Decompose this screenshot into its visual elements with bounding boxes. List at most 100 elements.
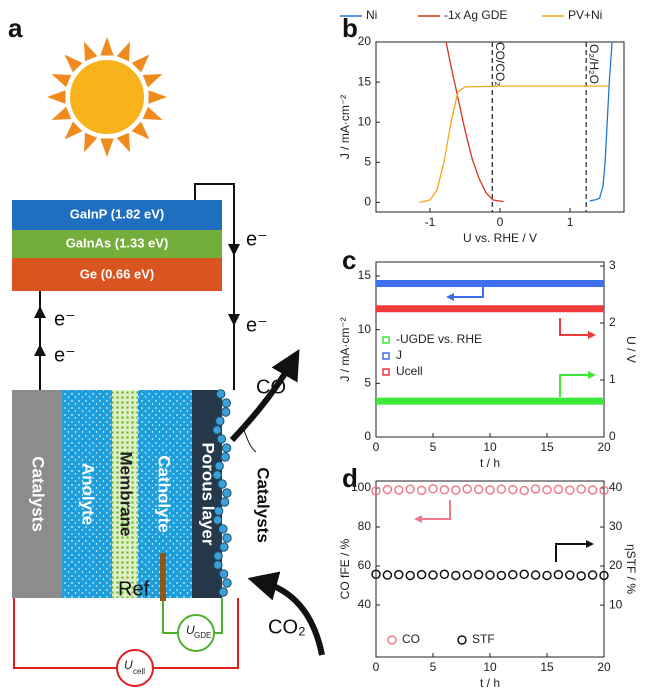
data-point — [587, 485, 598, 495]
y2-axis-label: ηSTF / % — [624, 544, 638, 594]
catalyst-particle — [221, 398, 232, 408]
data-point — [553, 484, 564, 495]
y-tick-label: 5 — [364, 375, 371, 389]
data-point — [439, 569, 450, 580]
data-point — [519, 569, 529, 580]
catalyst-particle — [222, 578, 232, 588]
catalyst-particle — [215, 416, 225, 426]
x-axis-label: U vs. RHE / V — [463, 231, 537, 245]
catalyst-particle — [214, 461, 224, 471]
catalyst-particle — [221, 407, 231, 417]
x-tick-label: 15 — [540, 440, 554, 454]
catalyst-particle — [219, 497, 230, 507]
legend-label: CO — [402, 632, 420, 646]
legend-swatch — [382, 336, 390, 344]
arrow — [228, 244, 240, 256]
data-point — [587, 570, 598, 580]
sun-ray — [84, 41, 98, 62]
data-point — [382, 570, 393, 580]
data-point — [599, 485, 609, 496]
catalyst-particles — [212, 389, 232, 597]
arrow — [228, 314, 240, 326]
product-arrow — [229, 349, 300, 443]
data-point — [462, 484, 472, 494]
voltmeter — [116, 649, 154, 687]
y-tick-label: 5 — [364, 154, 371, 168]
data-point — [405, 484, 415, 494]
data-point — [576, 571, 586, 581]
plot-frame — [375, 261, 605, 438]
data-point — [565, 570, 575, 580]
electron-label: e⁻ — [54, 308, 76, 330]
data-point — [519, 485, 529, 496]
legend-label: Ucell — [396, 364, 423, 378]
data-point — [553, 569, 564, 580]
data-point — [462, 570, 472, 580]
sun-ray — [116, 41, 130, 62]
legend-label: -1x Ag GDE — [444, 8, 507, 22]
legend-swatch — [457, 635, 467, 645]
catalyst-particle — [222, 533, 232, 543]
data-point — [496, 484, 507, 494]
arrow — [34, 344, 46, 356]
y2-axis-label: U / V — [624, 336, 638, 363]
catalyst-particle — [212, 470, 222, 480]
layer — [12, 258, 222, 291]
legend-swatch — [387, 635, 397, 645]
catalyst-particle — [217, 479, 227, 489]
sun-ray — [131, 54, 150, 73]
axis-arrow — [559, 374, 590, 397]
data-line — [419, 85, 609, 204]
component-label: Membrane — [117, 451, 136, 536]
layer — [12, 200, 222, 230]
data-point — [496, 570, 507, 581]
reference-electrode — [160, 553, 166, 601]
data-point — [530, 484, 541, 494]
y-tick-label: 40 — [358, 597, 372, 611]
sun-ray — [100, 37, 114, 56]
product-label: CO — [256, 376, 286, 398]
y-tick-label: 10 — [358, 114, 372, 128]
sun-ray — [51, 74, 72, 88]
catalyst-particle — [213, 506, 224, 516]
legend-label: Ni — [366, 8, 377, 22]
y2-tick-label: 0 — [609, 429, 616, 443]
x-axis-label: t / h — [480, 676, 500, 690]
axis-arrow — [555, 543, 588, 562]
data-point — [428, 484, 438, 494]
circuit — [214, 598, 223, 634]
x-tick-label: 1 — [567, 215, 574, 229]
x-tick-label: 20 — [597, 440, 611, 454]
data-point — [485, 570, 495, 580]
axis-arrow — [452, 286, 484, 298]
legend-label: STF — [472, 632, 495, 646]
component-label: Anolyte — [79, 463, 98, 525]
data-point — [451, 485, 461, 495]
catalyst-particle — [216, 389, 226, 399]
x-tick-label: 10 — [483, 440, 497, 454]
x-tick-label: 0 — [497, 215, 504, 229]
axis-arrow — [420, 500, 451, 520]
y2-tick-label: 2 — [609, 315, 616, 329]
data-point — [542, 485, 552, 495]
y2-tick-label: 3 — [609, 258, 616, 272]
data-point — [416, 569, 427, 580]
data-point — [599, 570, 609, 581]
anolyte — [62, 390, 112, 598]
legend-label: -UGDE vs. RHE — [396, 332, 482, 346]
y2-tick-label: 10 — [609, 597, 623, 611]
catalyst-particle — [218, 524, 228, 534]
catalyst-particle — [218, 587, 228, 597]
wire — [194, 183, 235, 390]
y-tick-label: 0 — [364, 195, 371, 209]
meter-label: U — [186, 623, 195, 637]
axis-arrow — [588, 331, 596, 339]
sun-ray — [84, 132, 98, 153]
data-point — [508, 484, 518, 495]
sun-ray — [142, 74, 163, 88]
electron-label: e⁻ — [246, 314, 268, 336]
axis-arrow — [559, 318, 590, 336]
y2-tick-label: 30 — [609, 519, 623, 533]
data-point — [451, 570, 461, 581]
catalyst-layer — [12, 390, 62, 598]
